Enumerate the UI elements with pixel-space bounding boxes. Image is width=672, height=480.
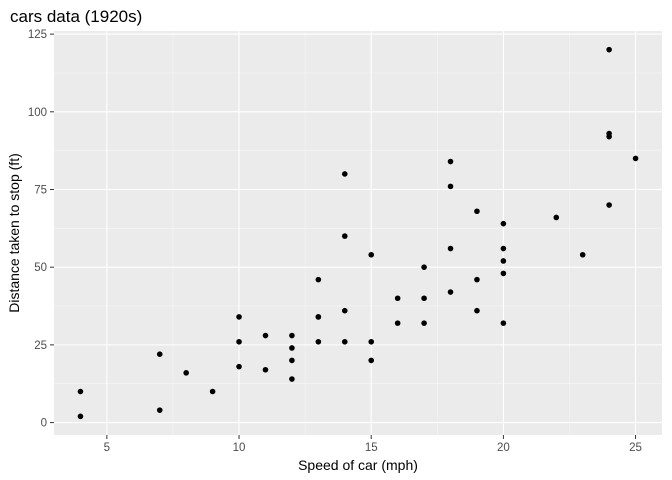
data-point	[500, 320, 507, 326]
data-point	[606, 46, 612, 53]
x-tick-label: 25	[629, 442, 642, 454]
data-point	[500, 270, 507, 277]
data-point	[315, 314, 322, 320]
data-point	[156, 351, 163, 358]
data-point	[500, 258, 507, 264]
data-point	[606, 130, 612, 137]
y-tick-label: 75	[34, 184, 47, 196]
data-point	[368, 338, 375, 345]
data-point	[236, 363, 242, 370]
major-gridlines	[54, 31, 662, 435]
data-point	[262, 366, 269, 373]
data-point	[447, 158, 454, 165]
minor-gridlines	[54, 31, 662, 435]
x-tick-label: 15	[365, 442, 378, 454]
data-point	[156, 407, 163, 413]
data-point	[289, 376, 295, 382]
data-point	[394, 295, 401, 302]
x-tick-label: 20	[497, 442, 510, 454]
data-point	[474, 276, 480, 283]
data-point	[77, 388, 84, 395]
data-point	[421, 295, 427, 302]
data-point	[341, 171, 348, 177]
data-point	[289, 357, 295, 364]
data-point	[394, 320, 401, 326]
data-point	[183, 370, 189, 376]
data-point	[474, 208, 480, 215]
y-tick-label: 25	[34, 340, 47, 352]
data-point	[209, 388, 216, 395]
data-point	[447, 245, 454, 252]
data-point	[289, 332, 295, 339]
data-point	[368, 357, 375, 364]
x-tick-label: 5	[104, 442, 110, 454]
data-point	[421, 264, 427, 270]
data-point	[368, 251, 375, 258]
y-tick-label: 0	[41, 418, 47, 430]
chart-title: cars data (1920s)	[10, 7, 142, 26]
x-tick-label: 10	[233, 442, 246, 454]
x-axis-ticks: 5 10 15 20 25	[104, 435, 642, 454]
data-point	[474, 307, 480, 314]
data-point	[262, 332, 269, 339]
data-point	[553, 214, 560, 221]
y-axis-title: Distance taken to stop (ft)	[6, 153, 22, 313]
y-tick-label: 125	[28, 29, 47, 41]
data-point	[579, 251, 586, 258]
data-point	[315, 276, 322, 283]
data-point	[236, 338, 242, 345]
data-point	[341, 307, 348, 314]
data-point	[447, 289, 454, 295]
data-point	[447, 183, 454, 190]
data-points	[77, 46, 639, 420]
y-axis-ticks: 0 25 50 75 100 125	[28, 29, 54, 430]
y-tick-label: 50	[34, 262, 47, 274]
data-point	[341, 338, 348, 345]
data-point	[421, 320, 427, 326]
data-point	[77, 413, 84, 420]
data-point	[236, 314, 242, 320]
data-point	[315, 338, 322, 345]
y-tick-label: 100	[28, 107, 47, 119]
data-point	[632, 155, 639, 162]
data-point	[289, 345, 295, 351]
plot-panel	[54, 31, 662, 435]
data-point	[500, 245, 507, 252]
data-point	[500, 220, 507, 227]
x-axis-title: Speed of car (mph)	[298, 457, 418, 473]
data-point	[341, 233, 348, 239]
data-point	[606, 202, 612, 208]
